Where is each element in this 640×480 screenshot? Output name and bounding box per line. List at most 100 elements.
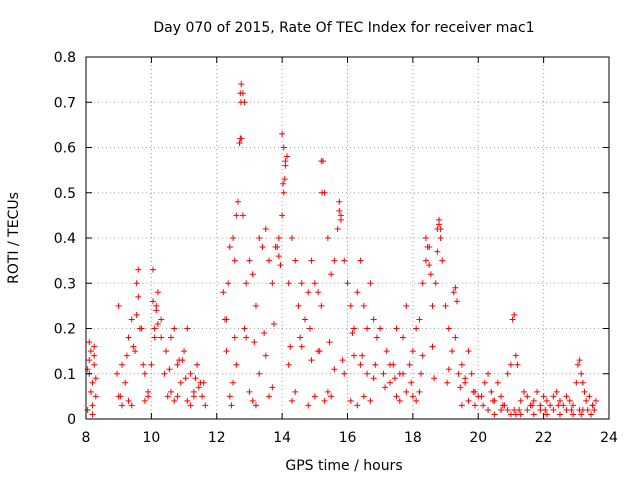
data-point (592, 397, 599, 404)
data-point (367, 280, 374, 287)
data-point (488, 388, 495, 395)
data-point (231, 334, 238, 341)
data-point (243, 334, 250, 341)
data-point (439, 257, 446, 264)
data-point (318, 302, 325, 309)
data-point (478, 393, 485, 400)
data-point (416, 388, 423, 395)
data-point (458, 402, 465, 409)
data-point (427, 271, 434, 278)
data-point (341, 257, 348, 264)
data-point (194, 361, 201, 368)
data-point (282, 158, 289, 165)
data-point (550, 393, 557, 400)
data-point (576, 357, 583, 364)
data-point (337, 216, 344, 223)
data-point (543, 411, 550, 418)
data-point (445, 366, 452, 373)
data-point (141, 397, 148, 404)
data-point (563, 393, 570, 400)
data-point (192, 375, 199, 382)
y-tick-label: 0.4 (54, 231, 76, 247)
data-point (334, 225, 341, 232)
data-point (163, 348, 170, 355)
data-point (311, 280, 318, 287)
data-point (573, 379, 580, 386)
data-point (534, 388, 541, 395)
data-point (140, 361, 147, 368)
data-point (259, 244, 266, 251)
data-point (184, 397, 191, 404)
data-point (540, 393, 547, 400)
data-points (84, 81, 599, 418)
data-point (396, 397, 403, 404)
data-point (176, 357, 183, 364)
data-point (452, 284, 459, 291)
data-point (174, 393, 181, 400)
data-point (319, 189, 326, 196)
data-point (311, 393, 318, 400)
data-point (226, 244, 233, 251)
data-point (336, 198, 343, 205)
data-point (357, 257, 364, 264)
data-point (87, 388, 94, 395)
data-point (458, 361, 465, 368)
data-point (298, 280, 305, 287)
data-point (450, 289, 457, 296)
data-point (237, 90, 244, 97)
data-point (288, 397, 295, 404)
data-point (372, 361, 379, 368)
data-point (125, 397, 132, 404)
data-point (470, 388, 477, 395)
x-tick-label: 20 (469, 430, 487, 446)
data-point (485, 406, 492, 413)
data-point (530, 397, 537, 404)
data-point (171, 325, 178, 332)
data-point (524, 406, 531, 413)
data-point (130, 343, 137, 350)
data-point (547, 402, 554, 409)
data-point (262, 352, 269, 359)
data-point (386, 361, 393, 368)
data-point (167, 388, 174, 395)
data-point (328, 393, 335, 400)
data-point (266, 257, 273, 264)
x-axis-label: GPS time / hours (285, 458, 402, 474)
data-point (92, 375, 99, 382)
data-point (578, 370, 585, 377)
data-point (422, 257, 429, 264)
data-point (494, 379, 501, 386)
data-point (578, 411, 585, 418)
data-point (135, 266, 142, 273)
data-point (341, 370, 348, 377)
data-point (132, 348, 139, 355)
data-point (238, 81, 245, 88)
data-point (359, 352, 366, 359)
data-point (236, 139, 243, 146)
y-tick-label: 0 (67, 412, 76, 428)
data-point (225, 280, 232, 287)
data-point (507, 361, 514, 368)
data-point (553, 388, 560, 395)
data-point (471, 402, 478, 409)
data-point (357, 361, 364, 368)
data-point (133, 311, 140, 318)
data-point (306, 325, 313, 332)
data-point (326, 339, 333, 346)
y-tick-label: 0.2 (54, 322, 76, 338)
data-point (187, 402, 194, 409)
data-point (462, 375, 469, 382)
data-point (262, 225, 269, 232)
y-tick-label: 0.7 (54, 95, 76, 111)
data-point (400, 334, 407, 341)
data-point (86, 357, 93, 364)
data-point (370, 316, 377, 323)
data-point (285, 361, 292, 368)
y-tick-label: 0.8 (54, 50, 76, 66)
data-point (315, 289, 322, 296)
data-point (489, 397, 496, 404)
data-point (233, 212, 240, 219)
data-point (128, 402, 135, 409)
data-point (431, 375, 438, 382)
data-point (354, 402, 361, 409)
